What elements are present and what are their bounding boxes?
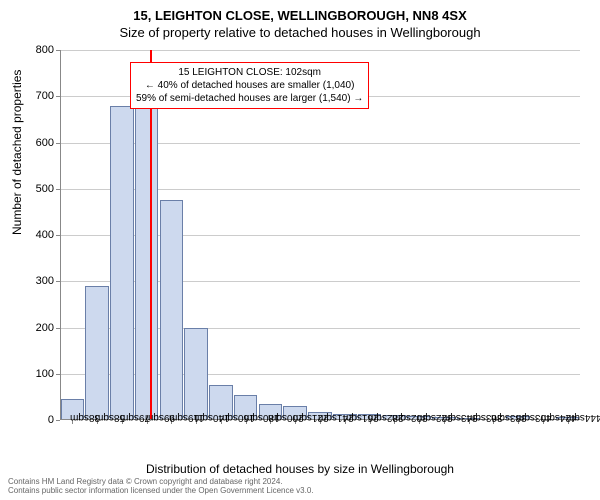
histogram-bar [160,200,184,420]
chart-container: 15, LEIGHTON CLOSE, WELLINGBOROUGH, NN8 … [0,0,600,500]
footer-line-2: Contains public sector information licen… [8,486,314,496]
annotation-box: 15 LEIGHTON CLOSE: 102sqm← 40% of detach… [130,62,369,109]
gridline [60,50,580,51]
ytick-label: 400 [14,229,54,241]
histogram-bar [135,106,159,421]
ytick-label: 700 [14,90,54,102]
ytick-label: 200 [14,322,54,334]
annotation-line: 59% of semi-detached houses are larger (… [136,92,363,105]
chart-title-sub: Size of property relative to detached ho… [0,23,600,40]
ytick-label: 600 [14,137,54,149]
y-axis [60,50,61,420]
ytick-mark [56,420,60,421]
annotation-line: 15 LEIGHTON CLOSE: 102sqm [136,66,363,79]
ytick-label: 800 [14,44,54,56]
ytick-label: 500 [14,183,54,195]
histogram-bar [110,106,134,421]
footer-text: Contains HM Land Registry data © Crown c… [8,477,314,496]
ytick-label: 300 [14,275,54,287]
histogram-bar [85,286,109,420]
x-axis-label: Distribution of detached houses by size … [0,462,600,476]
histogram-bar [184,328,208,421]
chart-title-main: 15, LEIGHTON CLOSE, WELLINGBOROUGH, NN8 … [0,0,600,23]
ytick-label: 0 [14,414,54,426]
footer-line-1: Contains HM Land Registry data © Crown c… [8,477,314,487]
annotation-line: ← 40% of detached houses are smaller (1,… [136,79,363,92]
plot-area: 15 LEIGHTON CLOSE: 102sqm← 40% of detach… [60,50,580,420]
ytick-label: 100 [14,368,54,380]
